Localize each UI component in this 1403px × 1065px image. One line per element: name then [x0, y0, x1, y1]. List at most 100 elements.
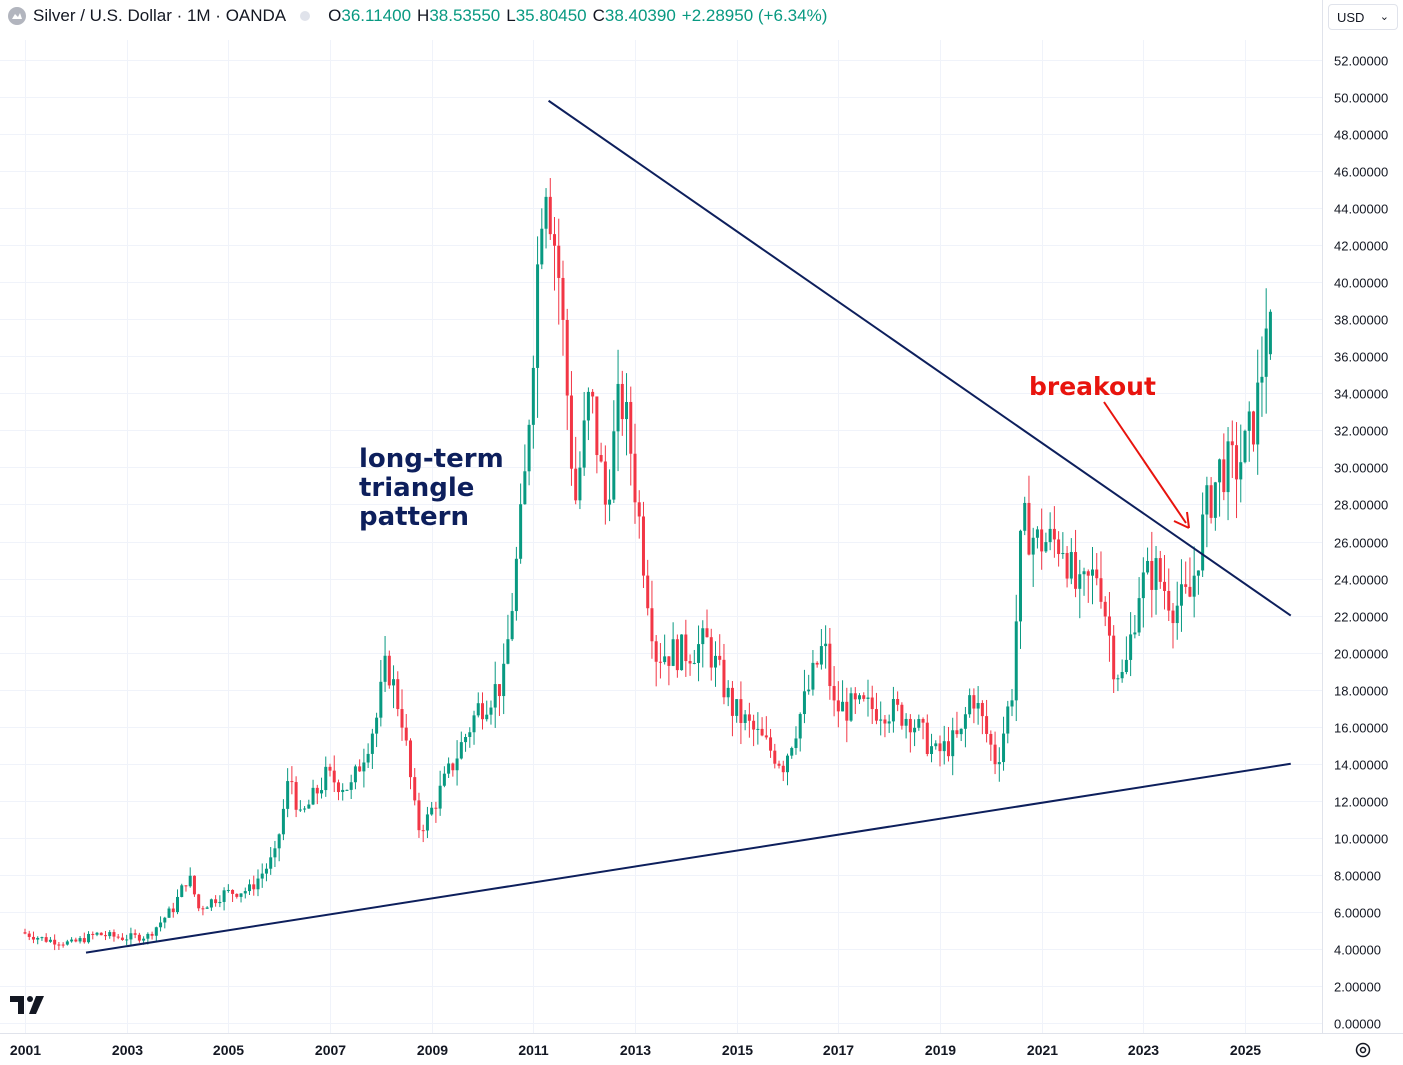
candle-body: [116, 936, 120, 938]
candle-body: [396, 679, 400, 710]
candle-body: [972, 695, 976, 709]
candle-body: [993, 744, 997, 765]
candle-body: [120, 937, 124, 941]
candle-body: [201, 908, 205, 910]
candle-body: [616, 383, 620, 432]
pattern-label-line: triangle: [359, 473, 474, 503]
currency-select[interactable]: USD ⌄: [1328, 4, 1398, 30]
candle-body: [1112, 635, 1116, 680]
candle-body: [264, 868, 268, 874]
price-tick-label: 16.00000: [1334, 721, 1388, 736]
candle-body: [510, 611, 514, 640]
candle-body: [1057, 539, 1061, 555]
price-tick-label: 8.00000: [1334, 869, 1381, 884]
candle-body: [82, 938, 86, 943]
candle-body: [413, 777, 417, 801]
candle-body: [756, 728, 760, 730]
candle-body: [1146, 560, 1150, 573]
candle-body: [1069, 552, 1073, 579]
candle-body: [459, 742, 463, 759]
price-tick-label: 52.00000: [1334, 54, 1388, 69]
candle-body: [705, 628, 709, 638]
candle-body: [997, 762, 1001, 765]
grid-lines: [0, 40, 1322, 1033]
price-tick-label: 26.00000: [1334, 536, 1388, 551]
candle-body: [137, 934, 141, 941]
candle-body: [442, 773, 446, 786]
candle-body: [171, 908, 175, 913]
price-axis[interactable]: 0.00000 2.00000 4.00000 6.00000 8.00000 10.00…: [1322, 0, 1389, 1033]
candle-body: [400, 709, 404, 728]
candle-body: [1163, 581, 1167, 591]
candle-body: [561, 277, 565, 320]
tradingview-logo-icon[interactable]: [10, 996, 48, 1021]
candle-body: [481, 703, 484, 720]
candle-body: [1124, 659, 1128, 673]
candle-body: [760, 728, 764, 736]
candle-body: [209, 899, 213, 908]
candle-body: [527, 424, 531, 472]
candle-body: [1264, 328, 1268, 377]
candle-body: [802, 691, 806, 715]
candle-body: [739, 699, 743, 723]
candle-body: [1091, 569, 1094, 576]
candle-body: [663, 656, 667, 663]
time-axis[interactable]: 2001 2003 2005 2007 2009 2011 2013 2015 2017 2019…: [0, 1033, 1403, 1059]
candle-body: [650, 608, 654, 642]
candle-body: [99, 932, 103, 936]
candle-body: [701, 628, 705, 645]
candle-body: [1065, 552, 1069, 579]
candle-body: [40, 937, 44, 939]
time-tick-label: 2023: [1128, 1042, 1159, 1058]
breakout-arrow-head: [1173, 511, 1190, 529]
price-tick-label: 44.00000: [1334, 202, 1388, 217]
candle-body: [1074, 552, 1078, 589]
candle-body: [91, 933, 95, 935]
candle-body: [112, 932, 116, 937]
candle-body: [976, 702, 980, 709]
candle-body: [31, 936, 35, 940]
candle-body: [963, 714, 967, 729]
candle-body: [366, 753, 370, 763]
candle-body: [188, 875, 192, 887]
candle-body: [786, 755, 789, 773]
candle-body: [548, 196, 552, 235]
open-label: O: [328, 6, 342, 25]
price-tick-label: 30.00000: [1334, 461, 1388, 476]
settings-gear-icon[interactable]: [1353, 1040, 1373, 1065]
currency-value: USD: [1337, 9, 1365, 25]
candle-body: [930, 746, 934, 754]
open-value: 36.11400: [341, 6, 412, 25]
symbol-title[interactable]: Silver / U.S. Dollar · 1M · OANDA: [33, 6, 287, 25]
candle-body: [523, 471, 527, 505]
low-value: 35.80450: [515, 6, 587, 25]
candle-body: [1260, 376, 1264, 383]
candle-body: [163, 917, 167, 923]
price-tick-label: 0.00000: [1334, 1017, 1381, 1032]
candle-body: [925, 722, 929, 754]
candle-body: [176, 896, 179, 913]
market-status-dot: [300, 11, 311, 21]
candle-body: [1154, 558, 1158, 590]
candle-body: [286, 781, 290, 809]
candle-body: [1061, 552, 1065, 555]
candle-body: [1086, 571, 1090, 576]
candle-body: [858, 695, 862, 700]
high-label: H: [417, 6, 430, 25]
candle-body: [57, 944, 61, 946]
candle-body: [1107, 616, 1111, 636]
time-tick-label: 2021: [1027, 1042, 1058, 1058]
candle-body: [421, 830, 425, 832]
trendlines[interactable]: [85, 99, 1292, 954]
candle-body: [752, 720, 756, 730]
candle-body: [633, 453, 637, 503]
candle-body: [1095, 569, 1099, 579]
candle-body: [832, 686, 836, 701]
candle-body: [129, 933, 133, 940]
candle-body: [747, 714, 751, 721]
candle-body: [256, 878, 260, 890]
candle-body: [1052, 528, 1056, 540]
candle-body: [497, 684, 501, 697]
